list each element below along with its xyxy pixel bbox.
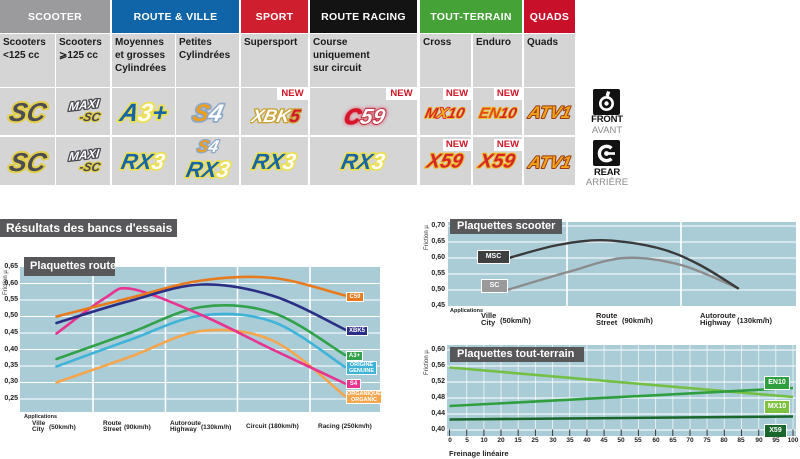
svg-text:X59: X59 bbox=[476, 151, 518, 173]
svg-text:MX10: MX10 bbox=[423, 105, 466, 122]
svg-text:S4: S4 bbox=[196, 136, 221, 156]
svg-text:A3+: A3+ bbox=[117, 99, 171, 127]
svg-text:ATV1: ATV1 bbox=[526, 102, 573, 122]
svg-text:-SC: -SC bbox=[78, 110, 102, 124]
svg-text:EN10: EN10 bbox=[477, 105, 519, 122]
svg-text:S4: S4 bbox=[190, 100, 226, 127]
svg-text:X59: X59 bbox=[424, 151, 466, 173]
svg-text:XBK5: XBK5 bbox=[250, 106, 302, 126]
svg-text:RX3: RX3 bbox=[250, 149, 299, 174]
svg-text:SC: SC bbox=[7, 147, 50, 177]
svg-text:RX3: RX3 bbox=[339, 149, 388, 174]
svg-text:C59: C59 bbox=[342, 104, 388, 129]
svg-text:-SC: -SC bbox=[78, 160, 102, 174]
svg-text:SC: SC bbox=[7, 97, 50, 127]
svg-text:RX3: RX3 bbox=[119, 149, 168, 174]
svg-text:RX3: RX3 bbox=[184, 157, 233, 182]
svg-text:ATV1: ATV1 bbox=[526, 152, 573, 172]
